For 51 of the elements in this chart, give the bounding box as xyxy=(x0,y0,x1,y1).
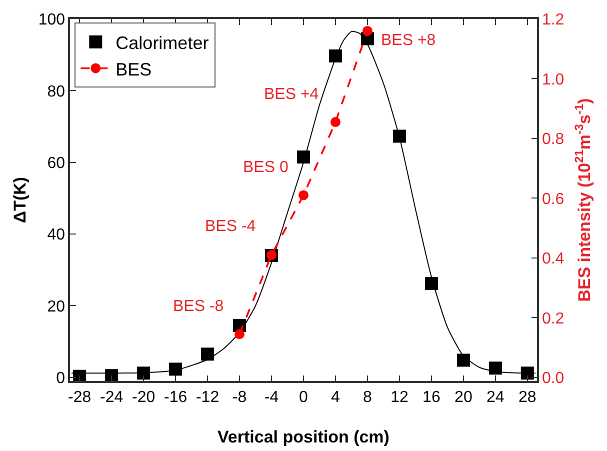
x-tick-label: -8 xyxy=(232,388,247,406)
point xyxy=(424,277,438,290)
y2-tick-label: 1.0 xyxy=(542,71,564,88)
y-tick-label: 0 xyxy=(56,370,66,388)
annotation: BES +8 xyxy=(381,32,436,49)
y2-tick-label: 0.2 xyxy=(542,310,564,328)
point xyxy=(266,250,277,260)
point xyxy=(137,366,150,380)
legend-label: BES xyxy=(116,59,152,80)
x-tick-label: -28 xyxy=(68,388,92,406)
point xyxy=(392,130,406,143)
x-tick-label: 28 xyxy=(518,388,536,406)
x-tick-label: -12 xyxy=(196,388,220,406)
y-tick-label: 80 xyxy=(47,83,66,100)
point xyxy=(328,49,342,62)
point xyxy=(297,150,310,164)
y2-tick-label: 0.8 xyxy=(542,131,564,148)
point xyxy=(456,354,470,367)
annotation: BES +4 xyxy=(264,86,319,103)
annotation: BES 0 xyxy=(243,159,288,176)
point xyxy=(201,348,214,361)
point xyxy=(488,362,502,375)
point xyxy=(234,329,245,340)
x-axis-title: Vertical position (cm) xyxy=(218,428,390,446)
x-tick-label: -20 xyxy=(132,388,156,406)
annotation: BES -4 xyxy=(205,218,256,235)
annotation: BES -8 xyxy=(173,298,224,315)
x-tick-label: 12 xyxy=(390,388,408,406)
x-tick-label: 8 xyxy=(363,388,372,406)
y-axis-title: ΔT(K) xyxy=(10,176,30,224)
y2-tick-label: 0.4 xyxy=(542,250,564,268)
x-tick-label: -16 xyxy=(164,388,188,406)
x-tick-label: 0 xyxy=(299,388,308,406)
point xyxy=(298,190,308,200)
x-tick-label: 16 xyxy=(422,388,440,406)
legend-label: Calorimeter xyxy=(116,32,209,53)
point xyxy=(330,117,340,128)
x-tick-label: 20 xyxy=(454,388,472,406)
y-tick-label: 100 xyxy=(38,12,66,29)
point xyxy=(169,362,182,376)
y-tick-label: 20 xyxy=(47,298,66,316)
x-tick-label: 24 xyxy=(486,388,504,406)
x-tick-label: -24 xyxy=(100,388,124,406)
y-tick-label: 60 xyxy=(47,154,66,172)
point xyxy=(362,26,372,36)
y2-tick-label: 0.0 xyxy=(542,370,564,388)
y2-tick-label: 0.6 xyxy=(542,190,564,208)
y2-tick-label: 1.2 xyxy=(542,12,564,29)
x-tick-label: 4 xyxy=(331,388,340,406)
x-tick-label: -4 xyxy=(264,388,279,406)
y-tick-label: 40 xyxy=(47,226,66,244)
